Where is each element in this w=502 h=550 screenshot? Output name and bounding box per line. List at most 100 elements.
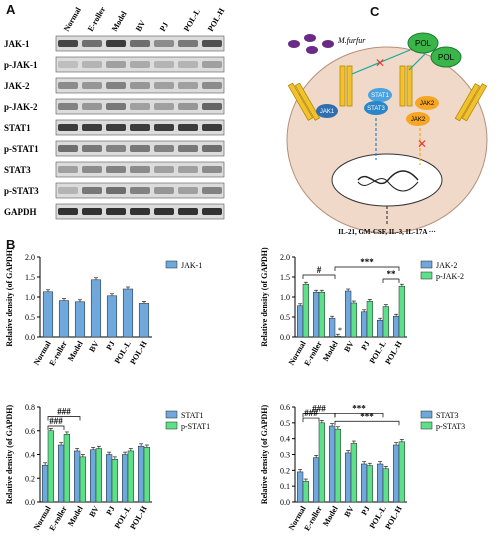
chart-jak2: 0.0 0.5 1.0 1.5 2.0 Relative density (of GAPD… (260, 247, 464, 367)
bar-STAT1 (57, 444, 65, 503)
cytokine-list: IL-21, GM-CSF, IL-3, IL-17A ··· (338, 228, 436, 236)
bar-JAK-1 (106, 295, 118, 338)
blot-band (58, 145, 78, 152)
blot-band (106, 82, 126, 89)
y-tick-label: 0.0 (280, 498, 290, 507)
x-tick-label: PJ (104, 505, 116, 517)
significance-bracket (334, 412, 384, 418)
bar-STAT1 (41, 464, 49, 503)
blot-band (82, 61, 102, 68)
bar-STAT3 (344, 452, 352, 503)
significance-marker: *** (360, 411, 374, 421)
legend-swatch-STAT3 (420, 410, 433, 419)
legend-swatch-p-JAK-2 (420, 271, 433, 280)
x-tick-label: Model (321, 504, 340, 528)
arrow-pol-to-receptor (351, 49, 411, 75)
bar-STAT1 (105, 454, 113, 503)
stat3-node (364, 101, 388, 115)
blot-row-label: GAPDH (4, 207, 37, 217)
panel-letter-b: B (6, 237, 16, 252)
blot-band (58, 124, 78, 131)
bar-p-STAT1 (127, 450, 135, 503)
y-tick-label: 0.4 (25, 451, 35, 460)
bar-p-STAT3 (334, 428, 342, 503)
x-tick-label: POL-H (383, 339, 404, 366)
y-tick-label: 0.6 (280, 403, 290, 412)
y-tick-label: 0.4 (280, 435, 290, 444)
blot-band (130, 124, 150, 131)
blot-band (154, 166, 174, 173)
legend-label: STAT1 (181, 411, 203, 420)
y-tick-label: 1.5 (25, 273, 35, 282)
bar-p-STAT1 (47, 430, 55, 503)
x-tick-label: BV (87, 339, 100, 353)
inhibit-x-icon: ✕ (375, 56, 385, 70)
y-tick-label: 2.0 (280, 253, 290, 262)
blot-band (202, 103, 222, 110)
significance-marker: ** (387, 269, 397, 279)
significance-bracket (47, 416, 81, 421)
blot-band (178, 61, 198, 68)
blot-band (154, 40, 174, 47)
y-tick-label: 1.5 (280, 273, 290, 282)
y-tick-label: 0.5 (25, 313, 35, 322)
bar-JAK-1 (122, 288, 134, 338)
x-tick-label: POL-H (128, 504, 149, 531)
jak2-label: JAK2 (411, 117, 426, 123)
blot-band (58, 103, 78, 110)
bar-p-STAT1 (95, 448, 103, 503)
blot-band (82, 208, 102, 215)
pol-label: POL (415, 39, 432, 48)
blot-band (202, 61, 222, 68)
y-axis-label: Relative density (of GAPDH) (260, 405, 269, 505)
bar-JAK-2 (392, 315, 400, 338)
blot-band (82, 124, 102, 131)
blot-band (130, 187, 150, 194)
blot-band (106, 145, 126, 152)
receptor-center (339, 65, 413, 107)
blot-row-label: STAT3 (4, 165, 31, 175)
blot-row-label: p-JAK-2 (4, 102, 38, 112)
blot-row-label: STAT1 (4, 123, 31, 133)
pol-bubble (430, 46, 462, 68)
blot-lane-label: Model (110, 9, 129, 33)
blot-row-label: JAK-2 (4, 81, 30, 91)
blot-band (130, 61, 150, 68)
x-tick-label: Model (321, 339, 340, 363)
blot-band (130, 208, 150, 215)
y-axis-label: Relative density (of GAPDH) (5, 405, 14, 505)
significance-marker: ### (312, 403, 326, 413)
significance-marker: * (338, 326, 342, 335)
blot-band (178, 103, 198, 110)
legend-label: STAT3 (436, 411, 458, 420)
x-tick-label: POL-H (128, 339, 149, 366)
pol-label: POL (438, 53, 455, 62)
stat1-label: STAT1 (371, 93, 389, 99)
m-furfur-label: M.furfur (337, 36, 366, 45)
panel-letter-c: C (370, 4, 380, 19)
x-tick-label: Model (66, 504, 85, 528)
stat3-label: STAT3 (367, 106, 385, 112)
bar-JAK-1 (58, 300, 70, 338)
stat1-node (368, 88, 392, 102)
legend-label: JAK-2 (436, 261, 457, 270)
x-tick-label: PJ (359, 340, 371, 352)
blot-band (106, 61, 126, 68)
x-tick-label: POL-H (383, 504, 404, 531)
m-furfur-particle (288, 40, 300, 48)
blot-row-label: p-JAK-1 (4, 60, 38, 70)
y-tick-label: 0.0 (280, 333, 290, 342)
blot-band (178, 82, 198, 89)
blot-band (178, 187, 198, 194)
blot-band (202, 187, 222, 194)
jak1-label: JAK1 (320, 109, 335, 115)
bar-JAK-2 (376, 319, 384, 338)
bar-JAK-1 (90, 279, 102, 338)
bar-p-STAT3 (350, 443, 358, 503)
blot-band (106, 103, 126, 110)
legend-label: JAK-1 (181, 261, 202, 270)
blot-band (130, 166, 150, 173)
y-tick-label: 2.0 (25, 253, 35, 262)
y-tick-label: 0.1 (280, 482, 290, 491)
blot-row-label: JAK-1 (4, 39, 30, 49)
